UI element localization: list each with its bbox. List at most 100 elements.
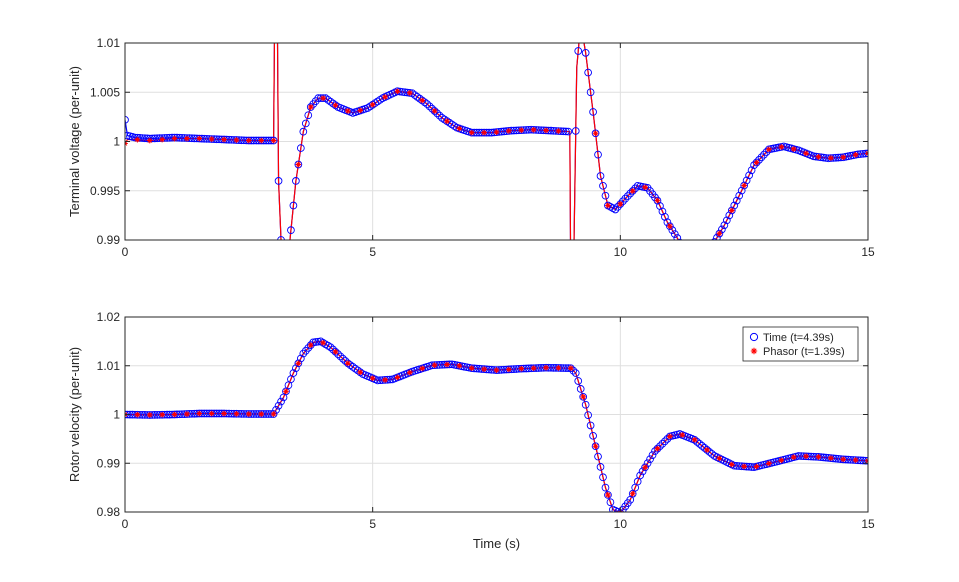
phasor-marker	[555, 128, 562, 134]
time-marker	[413, 92, 422, 101]
time-marker	[125, 410, 132, 419]
time-marker	[679, 244, 686, 251]
time-marker	[329, 99, 337, 108]
time-marker	[616, 200, 625, 208]
time-marker	[566, 364, 575, 373]
phasor-marker	[283, 277, 289, 283]
time-marker	[311, 338, 320, 346]
time-marker	[274, 177, 283, 185]
time-marker	[571, 127, 580, 135]
time-marker	[529, 125, 538, 134]
time-marker	[580, 35, 587, 42]
time-marker	[581, 400, 590, 409]
time-marker	[747, 166, 756, 175]
phasor-marker	[159, 136, 165, 143]
phasor-marker	[518, 365, 525, 372]
phasor-marker	[357, 107, 364, 114]
phasor-marker	[716, 455, 723, 462]
time-marker	[131, 133, 139, 142]
time-marker	[755, 156, 763, 164]
time-marker	[178, 134, 186, 142]
time-marker	[696, 264, 703, 271]
time-marker	[690, 436, 699, 444]
phasor-marker	[134, 136, 141, 143]
phasor-marker	[444, 118, 450, 124]
phasor-marker	[592, 130, 599, 137]
time-marker	[277, 397, 285, 406]
phasor-marker	[840, 154, 847, 161]
time-marker	[529, 364, 538, 373]
terminal-voltage-axes: 0 5 10 15 0.99 0.995 1 1.005 1.01 Terminal voltag…	[67, 35, 875, 293]
phasor-marker	[456, 125, 463, 132]
time-marker	[158, 410, 167, 419]
phasor-marker	[629, 490, 636, 497]
time-marker	[700, 444, 709, 452]
time-marker	[658, 439, 667, 448]
time-marker	[567, 286, 574, 293]
y-axis-label: Rotor velocity (per-unit)	[67, 347, 82, 482]
phasor-marker	[803, 453, 809, 460]
time-marker	[693, 438, 701, 446]
x-tick-label: 15	[861, 245, 875, 259]
time-marker	[326, 97, 335, 106]
time-marker	[353, 366, 362, 375]
time-marker	[140, 134, 149, 143]
time-marker	[304, 344, 313, 352]
phasor-marker	[481, 129, 487, 136]
phasor-marker	[382, 94, 388, 100]
time-marker	[594, 452, 602, 461]
time-marker	[480, 365, 488, 374]
phasor-marker	[840, 456, 847, 463]
x-tick-label: 5	[369, 245, 376, 259]
time-marker	[274, 401, 283, 410]
time-marker	[492, 366, 501, 374]
time-marker	[183, 134, 191, 142]
time-marker	[713, 233, 721, 240]
time-marker	[653, 444, 662, 453]
phasor-marker	[307, 342, 314, 348]
phasor-marker	[320, 340, 326, 346]
phasor-marker	[766, 146, 772, 153]
time-marker	[851, 456, 860, 464]
phasor-marker	[530, 127, 537, 133]
time-marker	[331, 347, 340, 356]
phasor-marker	[233, 410, 240, 417]
phasor-marker	[270, 137, 277, 144]
time-marker	[725, 211, 734, 220]
phasor-marker	[171, 411, 178, 418]
phasor-marker	[233, 137, 240, 143]
time-marker	[695, 440, 704, 448]
phasor-marker	[803, 150, 809, 157]
phasor-marker	[431, 362, 438, 368]
time-marker	[591, 442, 600, 451]
time-marker	[752, 158, 761, 167]
phasor-marker	[394, 88, 401, 95]
phasor-marker	[828, 155, 834, 161]
time-marker	[292, 364, 300, 373]
time-marker	[294, 160, 303, 169]
time-marker	[283, 276, 290, 283]
phasor-marker	[221, 410, 227, 417]
time-marker	[289, 201, 298, 210]
time-marker	[569, 366, 578, 375]
time-marker	[604, 491, 612, 499]
phasor-marker	[617, 201, 624, 207]
time-marker	[505, 365, 513, 374]
time-marker	[143, 134, 152, 143]
phasor-marker	[605, 202, 611, 209]
time-marker	[826, 454, 835, 462]
phasor-marker	[679, 432, 686, 438]
time-marker	[861, 149, 868, 158]
phasor-marker	[345, 108, 351, 114]
x-tick-label: 10	[614, 517, 628, 531]
time-marker	[420, 98, 429, 107]
time-marker	[737, 186, 746, 195]
phasor-marker	[778, 144, 785, 150]
time-marker	[136, 134, 144, 142]
time-marker	[760, 150, 768, 159]
time-marker	[715, 229, 724, 238]
legend-box	[742, 326, 859, 362]
x-tick-label: 0	[122, 517, 129, 531]
time-marker	[326, 343, 335, 352]
